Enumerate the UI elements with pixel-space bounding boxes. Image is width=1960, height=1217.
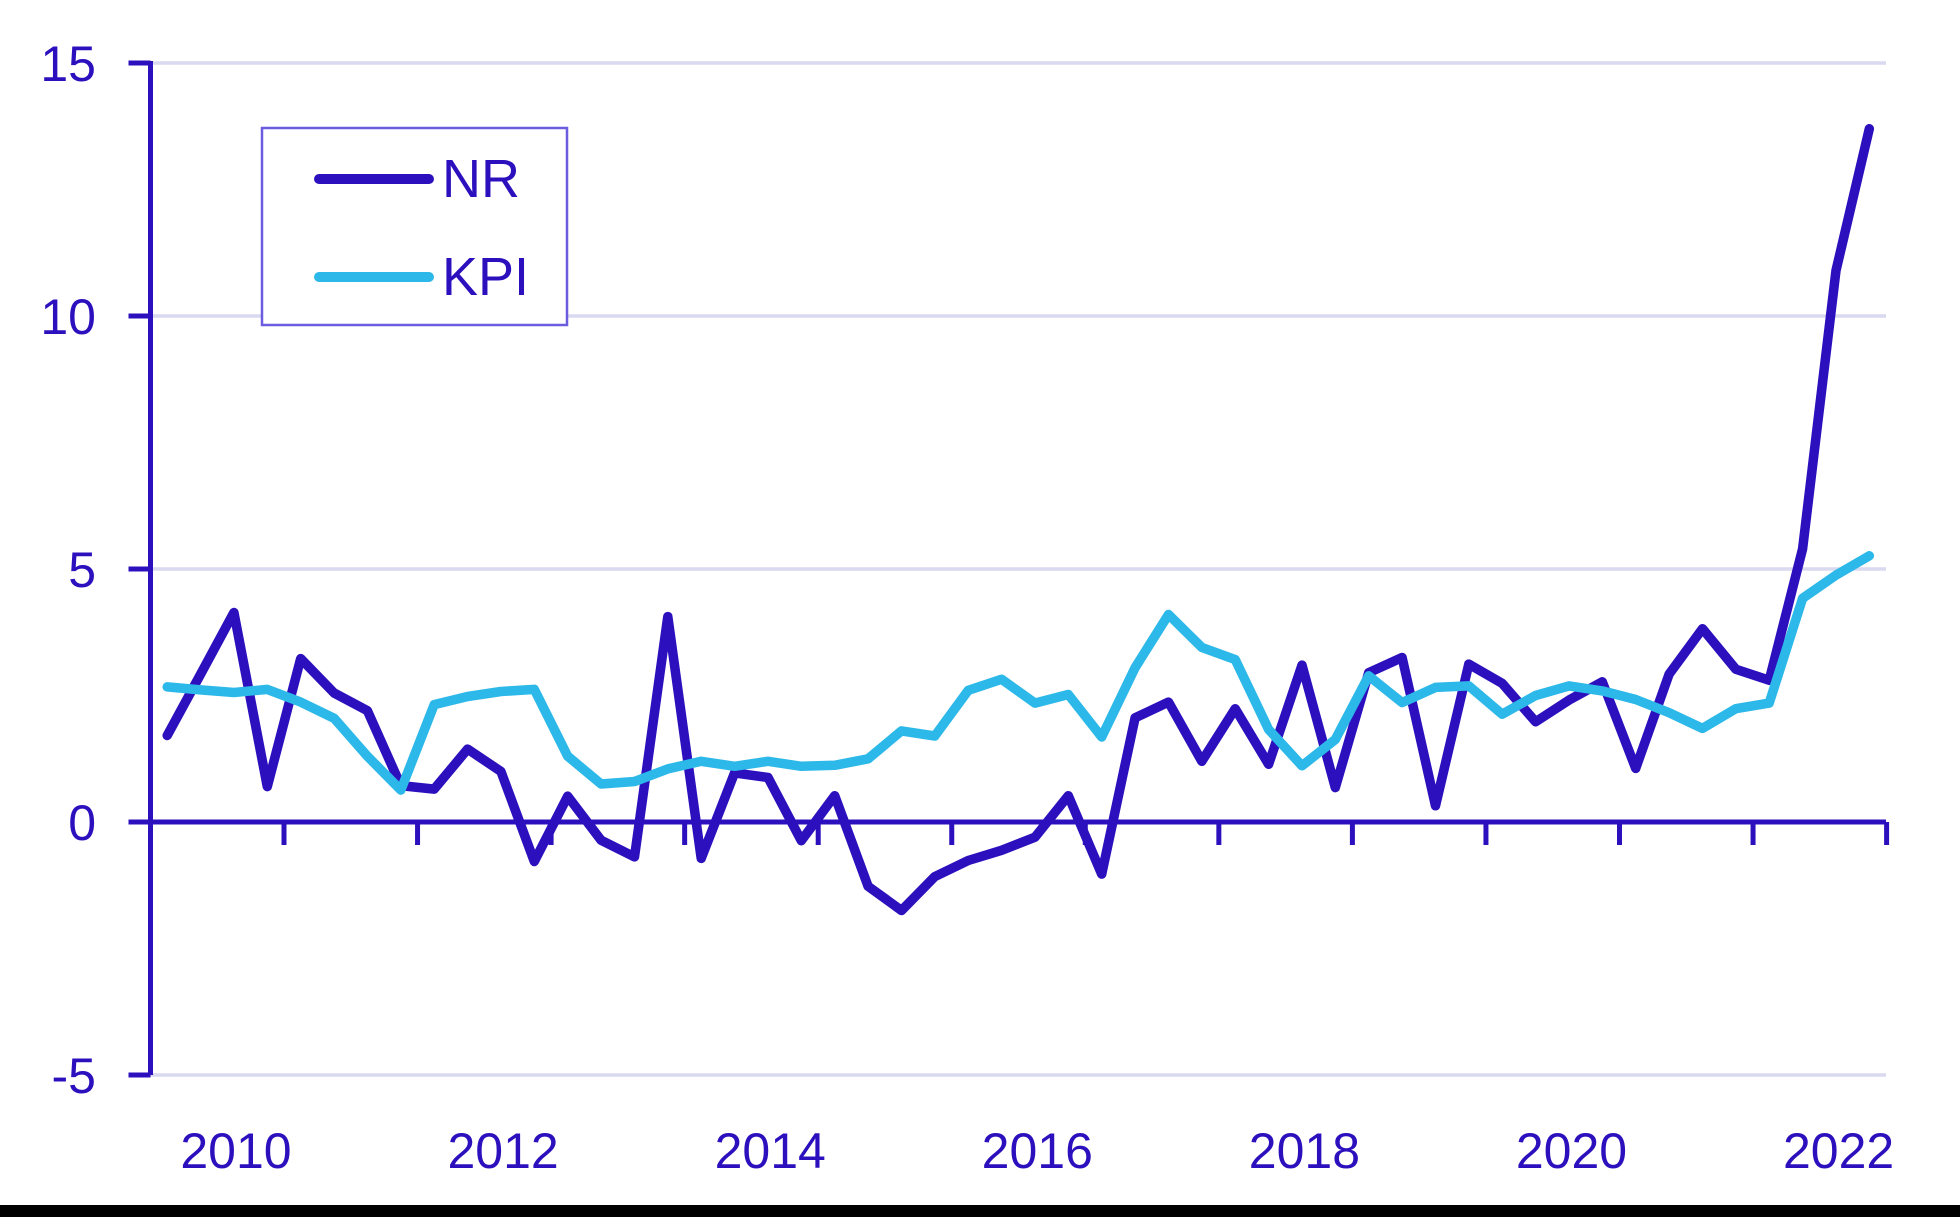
y-axis-labels: 15 10 5 0 -5 xyxy=(40,36,96,1104)
x-tick-label: 2016 xyxy=(982,1123,1093,1179)
legend-box xyxy=(260,126,569,327)
x-axis-labels: 2010 2012 2014 2016 2018 2020 2022 xyxy=(180,1123,1894,1179)
series-line-kpi xyxy=(162,551,1875,795)
y-tick-label: 5 xyxy=(68,542,96,598)
x-tick-label: 2020 xyxy=(1516,1123,1627,1179)
y-tick-label: 15 xyxy=(40,36,96,92)
x-tick-label: 2010 xyxy=(180,1123,291,1179)
bottom-bar xyxy=(0,1205,1960,1217)
y-tick-label: 10 xyxy=(40,289,96,345)
x-tick-label: 2012 xyxy=(447,1123,558,1179)
y-tick-label: 0 xyxy=(68,795,96,851)
y-tick-label: -5 xyxy=(52,1048,96,1104)
legend: NR KPI xyxy=(260,126,569,327)
legend-label-kpi: KPI xyxy=(442,247,529,307)
legend-label-nr: NR xyxy=(442,149,520,209)
data-series xyxy=(162,124,1875,916)
x-tick-label: 2018 xyxy=(1249,1123,1360,1179)
x-tick-label: 2022 xyxy=(1783,1123,1894,1179)
x-tick-label: 2014 xyxy=(715,1123,826,1179)
